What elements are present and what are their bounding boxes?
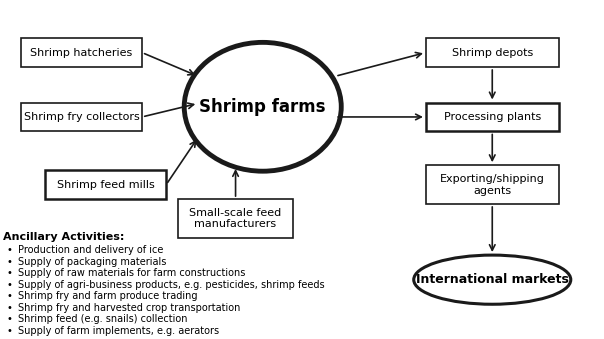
FancyBboxPatch shape [426, 165, 559, 204]
Text: •: • [6, 291, 12, 301]
Text: Shrimp feed (e.g. snails) collection: Shrimp feed (e.g. snails) collection [18, 314, 188, 324]
Text: Shrimp farms: Shrimp farms [199, 98, 326, 116]
Text: Supply of raw materials for farm constructions: Supply of raw materials for farm constru… [18, 268, 245, 278]
Text: •: • [6, 245, 12, 255]
Text: Shrimp feed mills: Shrimp feed mills [57, 180, 155, 190]
Text: •: • [6, 314, 12, 324]
Text: •: • [6, 280, 12, 290]
FancyBboxPatch shape [426, 38, 559, 67]
Text: Shrimp hatcheries: Shrimp hatcheries [30, 47, 133, 58]
Text: Shrimp fry collectors: Shrimp fry collectors [24, 112, 140, 122]
Text: Shrimp depots: Shrimp depots [452, 47, 533, 58]
Text: Ancillary Activities:: Ancillary Activities: [3, 232, 124, 242]
Text: •: • [6, 326, 12, 336]
Text: •: • [6, 303, 12, 313]
Text: Production and delivery of ice: Production and delivery of ice [18, 245, 164, 255]
FancyBboxPatch shape [178, 199, 293, 238]
Text: Supply of packaging materials: Supply of packaging materials [18, 257, 167, 266]
Text: •: • [6, 257, 12, 266]
Text: •: • [6, 268, 12, 278]
Text: Supply of agri-business products, e.g. pesticides, shrimp feeds: Supply of agri-business products, e.g. p… [18, 280, 325, 290]
FancyBboxPatch shape [21, 38, 142, 67]
Text: International markets: International markets [416, 273, 569, 286]
Text: Small-scale feed
manufacturers: Small-scale feed manufacturers [190, 208, 281, 230]
Text: Processing plants: Processing plants [443, 112, 541, 122]
FancyBboxPatch shape [45, 170, 166, 199]
FancyBboxPatch shape [426, 102, 559, 131]
FancyBboxPatch shape [21, 102, 142, 131]
Text: Exporting/shipping
agents: Exporting/shipping agents [440, 174, 545, 196]
Ellipse shape [184, 42, 341, 171]
Text: Shrimp fry and farm produce trading: Shrimp fry and farm produce trading [18, 291, 198, 301]
Ellipse shape [414, 255, 571, 304]
Text: Shrimp fry and harvested crop transportation: Shrimp fry and harvested crop transporta… [18, 303, 240, 313]
Text: Supply of farm implements, e.g. aerators: Supply of farm implements, e.g. aerators [18, 326, 219, 336]
